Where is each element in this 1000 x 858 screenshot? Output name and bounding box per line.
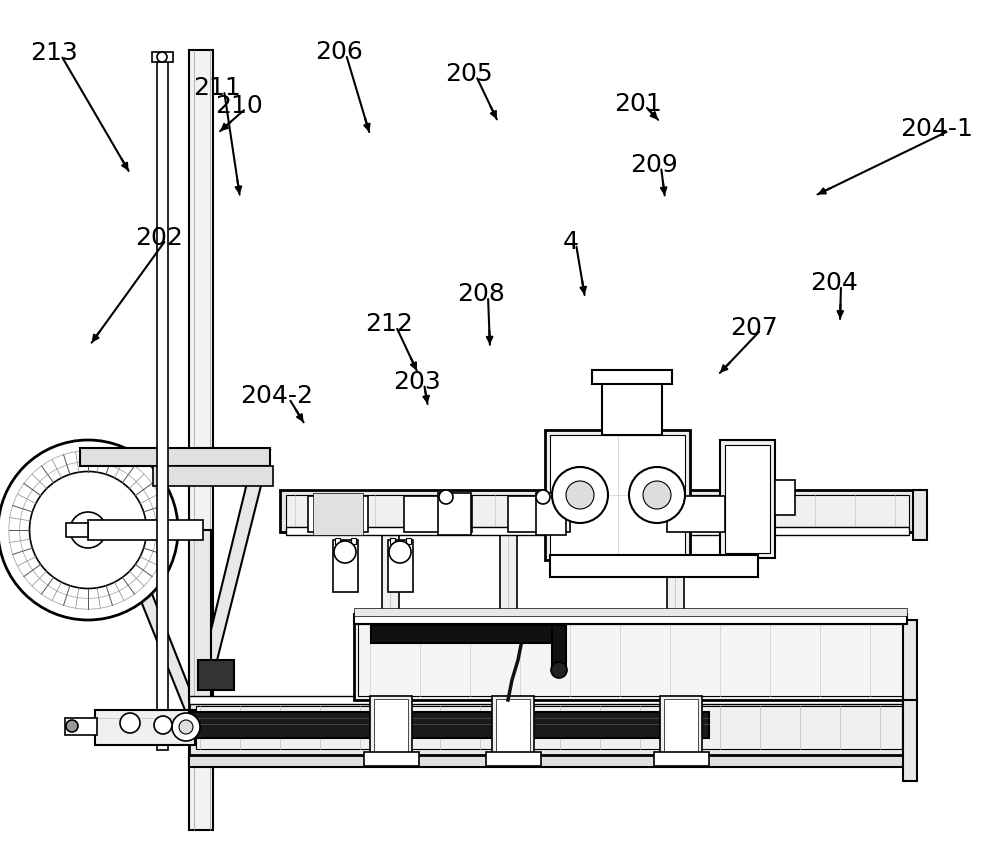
Bar xyxy=(388,540,413,592)
Bar xyxy=(492,696,534,756)
Text: 207: 207 xyxy=(730,316,778,340)
Circle shape xyxy=(0,440,178,620)
Bar xyxy=(382,532,399,700)
Bar xyxy=(374,699,408,753)
Bar xyxy=(354,608,907,616)
Circle shape xyxy=(566,481,594,509)
Bar xyxy=(189,696,907,704)
Bar xyxy=(189,530,211,700)
Text: 204: 204 xyxy=(810,271,858,295)
Bar xyxy=(335,538,340,544)
Text: 4: 4 xyxy=(563,230,579,254)
Bar xyxy=(406,538,411,544)
Circle shape xyxy=(157,52,167,62)
Bar xyxy=(404,496,472,532)
Bar xyxy=(351,538,356,544)
Circle shape xyxy=(389,541,411,563)
Bar xyxy=(153,466,273,486)
Text: 205: 205 xyxy=(445,62,493,86)
Bar xyxy=(654,752,709,766)
Circle shape xyxy=(552,467,608,523)
Bar xyxy=(286,495,909,527)
Bar xyxy=(189,700,907,755)
Text: 210: 210 xyxy=(215,94,263,118)
Bar xyxy=(545,430,690,560)
Circle shape xyxy=(70,512,106,548)
Text: 212: 212 xyxy=(365,312,413,336)
Bar xyxy=(280,490,915,532)
Bar xyxy=(189,712,709,738)
Bar xyxy=(66,523,88,537)
Circle shape xyxy=(334,541,356,563)
Bar xyxy=(189,755,907,767)
Bar xyxy=(720,440,775,558)
Bar xyxy=(903,620,917,700)
Bar xyxy=(370,696,412,756)
Text: 202: 202 xyxy=(135,226,183,250)
Text: 201: 201 xyxy=(614,92,662,116)
Circle shape xyxy=(629,467,685,523)
Bar xyxy=(664,699,698,753)
Circle shape xyxy=(643,481,671,509)
Bar xyxy=(196,706,902,749)
Polygon shape xyxy=(189,450,270,720)
Bar xyxy=(486,752,541,766)
Text: 213: 213 xyxy=(30,41,78,65)
Circle shape xyxy=(551,662,567,678)
Bar xyxy=(667,532,684,700)
Circle shape xyxy=(172,713,200,741)
Bar xyxy=(371,625,556,643)
Bar xyxy=(364,752,419,766)
Polygon shape xyxy=(80,450,202,720)
Bar xyxy=(550,435,685,555)
Circle shape xyxy=(30,472,146,589)
Circle shape xyxy=(154,716,172,734)
Bar xyxy=(552,625,566,670)
Text: 204-1: 204-1 xyxy=(900,117,973,141)
Text: 203: 203 xyxy=(393,370,441,394)
Bar xyxy=(354,614,907,624)
Bar xyxy=(660,696,702,756)
Bar xyxy=(95,710,195,745)
Bar xyxy=(390,538,395,544)
Bar xyxy=(88,520,203,540)
Bar xyxy=(333,540,358,592)
Bar xyxy=(500,532,517,700)
Bar xyxy=(903,697,917,781)
Bar xyxy=(602,380,662,435)
Bar xyxy=(725,445,770,553)
Bar xyxy=(157,55,168,750)
Bar xyxy=(592,370,672,384)
Bar xyxy=(913,490,927,540)
Bar xyxy=(358,624,903,696)
Circle shape xyxy=(439,490,453,504)
Bar xyxy=(189,50,213,830)
Bar xyxy=(508,496,570,532)
Bar xyxy=(354,620,907,700)
Circle shape xyxy=(120,713,140,733)
Text: 208: 208 xyxy=(457,282,505,306)
Circle shape xyxy=(536,490,550,504)
Bar xyxy=(152,52,173,62)
Bar xyxy=(536,493,566,535)
Bar xyxy=(667,496,725,532)
Bar xyxy=(550,555,758,577)
Bar xyxy=(313,493,363,535)
Text: 206: 206 xyxy=(315,40,363,64)
Bar xyxy=(286,527,909,535)
Bar xyxy=(65,718,97,735)
Text: 209: 209 xyxy=(630,153,678,177)
Bar xyxy=(198,660,234,690)
Bar xyxy=(80,448,270,466)
Bar xyxy=(496,699,530,753)
Bar xyxy=(438,493,471,535)
Bar xyxy=(775,480,795,515)
Circle shape xyxy=(66,720,78,732)
Text: 204-2: 204-2 xyxy=(240,384,313,408)
Circle shape xyxy=(179,720,193,734)
Bar xyxy=(308,496,368,532)
Text: 211: 211 xyxy=(193,76,241,100)
